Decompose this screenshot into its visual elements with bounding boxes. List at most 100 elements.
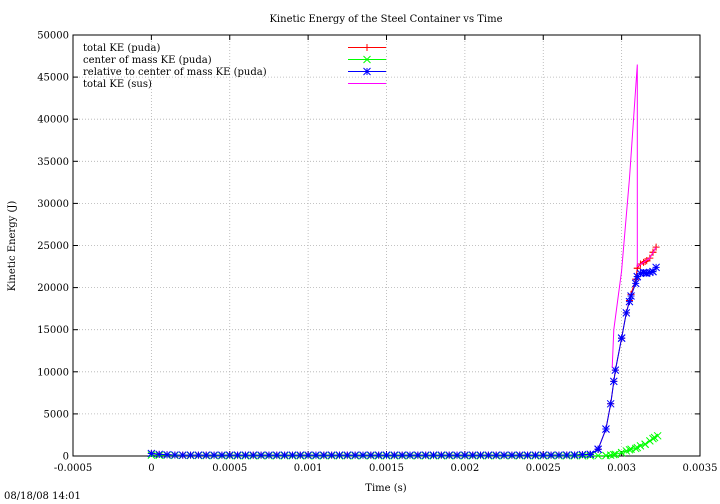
- y-tick-label: 45000: [37, 73, 69, 84]
- series-total-ke-sus: [611, 64, 657, 368]
- data-point: [617, 334, 626, 342]
- data-point: [649, 267, 657, 276]
- series-layer: [147, 64, 662, 460]
- data-point: [606, 399, 615, 408]
- data-point: [515, 451, 524, 460]
- legend-marker: [363, 67, 371, 76]
- y-tick-label: 0: [63, 452, 69, 463]
- data-point: [343, 451, 352, 460]
- axis-ticks: -0.0005 0 0.0005 0.001 0.0015 0.002 0.0025 0.00…: [37, 31, 717, 475]
- x-tick-label: 0.0005: [212, 463, 247, 474]
- series-relative-to-center-of-mass-ke-puda: [147, 263, 660, 460]
- data-point: [163, 450, 171, 459]
- data-point: [631, 444, 640, 453]
- data-point: [547, 451, 555, 459]
- data-point: [202, 451, 211, 460]
- footer-timestamp: 08/18/08 14:01: [4, 491, 81, 502]
- y-tick-label: 30000: [37, 199, 69, 210]
- x-tick-label: 0.001: [294, 463, 323, 474]
- x-tick-label: 0.003: [607, 463, 636, 474]
- y-tick-label: 40000: [37, 115, 69, 126]
- data-point: [429, 451, 438, 460]
- data-point: [351, 451, 360, 460]
- data-point: [508, 451, 516, 460]
- data-point: [335, 451, 344, 460]
- legend-marker: [363, 55, 371, 64]
- data-point: [218, 451, 226, 460]
- data-point: [578, 450, 587, 459]
- data-point: [437, 451, 446, 460]
- x-tick-label: 0: [148, 463, 154, 474]
- data-point: [374, 451, 383, 460]
- y-tick-label: 20000: [37, 283, 69, 294]
- data-point: [265, 451, 273, 460]
- y-tick-label: 15000: [37, 325, 69, 336]
- data-point: [359, 451, 367, 460]
- legend-marker: [363, 44, 371, 51]
- data-point: [178, 451, 187, 460]
- data-point: [652, 243, 660, 251]
- data-point: [288, 451, 297, 460]
- data-point: [500, 451, 508, 460]
- data-point: [406, 451, 414, 460]
- data-point: [586, 450, 595, 459]
- x-tick-label: 0.002: [451, 463, 480, 474]
- data-point: [617, 448, 626, 457]
- legend-item: total KE (puda): [83, 43, 386, 54]
- data-point: [652, 263, 660, 272]
- legend-item: center of mass KE (puda): [83, 55, 386, 66]
- chart-title: Kinetic Energy of the Steel Container vs…: [269, 14, 502, 25]
- data-point: [611, 450, 620, 459]
- data-point: [366, 451, 375, 460]
- data-point: [627, 445, 635, 454]
- data-point: [468, 451, 477, 460]
- data-point: [147, 449, 156, 458]
- data-point: [531, 451, 540, 460]
- legend-label: total KE (puda): [83, 43, 160, 54]
- data-point: [622, 309, 631, 317]
- grid-lines: [73, 35, 700, 456]
- data-point: [622, 447, 631, 455]
- series-line: [151, 246, 657, 456]
- data-point: [594, 445, 602, 454]
- data-point: [280, 451, 289, 460]
- data-point: [562, 451, 571, 459]
- data-point: [171, 451, 179, 459]
- legend: total KE (puda)center of mass KE (puda)r…: [83, 43, 386, 90]
- data-point: [194, 451, 203, 460]
- data-point: [611, 366, 620, 374]
- data-point: [645, 268, 654, 277]
- y-tick-label: 35000: [37, 157, 69, 168]
- x-tick-label: -0.0005: [54, 463, 92, 474]
- data-point: [304, 451, 312, 460]
- data-point: [453, 451, 461, 460]
- data-point: [539, 451, 548, 460]
- data-point: [319, 451, 328, 460]
- data-point: [609, 377, 618, 386]
- legend-label: center of mass KE (puda): [83, 55, 212, 66]
- data-point: [653, 431, 662, 440]
- data-point: [627, 292, 635, 300]
- data-point: [241, 451, 250, 460]
- data-point: [296, 451, 305, 460]
- data-point: [594, 451, 602, 460]
- data-point: [609, 450, 618, 459]
- x-axis-label: Time (s): [365, 483, 406, 494]
- data-point: [476, 451, 485, 460]
- legend-item: relative to center of mass KE (puda): [83, 67, 386, 78]
- data-point: [642, 269, 651, 278]
- data-point: [398, 451, 407, 460]
- data-point: [645, 436, 654, 445]
- data-point: [413, 451, 422, 460]
- data-point: [606, 451, 615, 460]
- legend-item: total KE (sus): [83, 79, 386, 90]
- data-point: [312, 451, 320, 460]
- series-line: [611, 64, 657, 368]
- data-point: [421, 451, 430, 460]
- data-point: [570, 451, 579, 459]
- data-point: [625, 297, 634, 306]
- y-tick-label: 5000: [44, 409, 69, 420]
- series-total-ke-puda: [147, 243, 660, 459]
- data-point: [484, 451, 493, 460]
